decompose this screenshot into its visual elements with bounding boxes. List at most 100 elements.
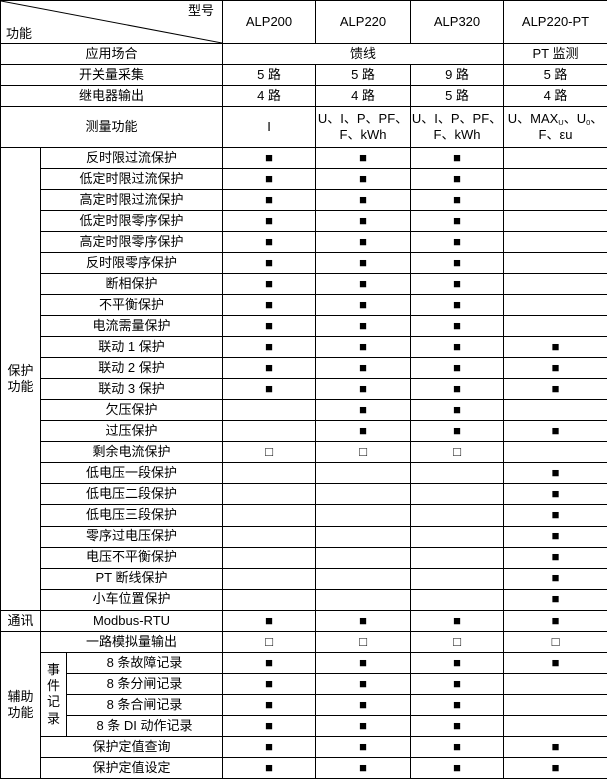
function-header-label: 功能: [6, 25, 33, 41]
feature-row: 电压不平衡保护 ■: [1, 546, 607, 569]
model-column-header-3: ALP320: [410, 0, 505, 44]
mark-cell-4: ■: [503, 420, 607, 443]
mark-cell-1: ■: [222, 693, 317, 716]
feature-row-label: 8 条合闸记录: [65, 693, 224, 716]
feature-row: 保护定值查询 ■ ■ ■ ■: [1, 735, 607, 758]
mark-cell-3: ■: [410, 756, 505, 779]
model-column-header-4: ALP220-PT: [503, 0, 607, 44]
mark-cell-1: [222, 588, 317, 611]
feature-row: 低定时限过流保护 ■ ■ ■: [1, 167, 607, 191]
spec-row: 应用场合 馈线 PT 监测: [0, 42, 607, 66]
spec-value-cell: 4 路: [315, 85, 412, 108]
mark-cell-2: ■: [315, 231, 412, 254]
mark-cell-4: [503, 294, 607, 317]
mark-cell-4: ■: [503, 483, 607, 506]
mark-cell-4: ■: [503, 378, 607, 401]
mark-cell-3: ■: [410, 357, 505, 380]
mark-cell-1: [222, 399, 317, 422]
mark-cell-3: □: [410, 630, 505, 653]
mark-cell-3: [410, 504, 505, 527]
corner-header-cell: 型号功能: [0, 0, 224, 44]
feature-row: 反时限零序保护 ■ ■ ■: [1, 252, 607, 275]
feature-row-label: 剩余电流保护: [39, 441, 224, 464]
feature-row-label: 低电压二段保护: [39, 483, 224, 506]
feature-row-label: 反时限过流保护: [39, 146, 224, 169]
mark-cell-4: ■: [503, 756, 607, 779]
mark-cell-2: ■: [315, 252, 412, 275]
mark-cell-1: ■: [222, 167, 317, 191]
mark-cell-1: ■: [222, 378, 317, 401]
feature-row: 断相保护 ■ ■ ■: [1, 273, 607, 296]
mark-cell-4: [503, 167, 607, 191]
mark-cell-2: [315, 504, 412, 527]
feature-row-label: 反时限零序保护: [39, 252, 224, 275]
group-label-line: 保护: [7, 362, 34, 378]
feature-row: 通讯 Modbus-RTU ■ ■ ■ ■: [0, 609, 607, 632]
mark-cell-1: ■: [222, 252, 317, 275]
sub-group-label-char: 件: [46, 678, 60, 693]
mark-cell-4: ■: [503, 357, 607, 380]
feature-row-label: PT 断线保护: [39, 567, 224, 590]
feature-row-label: 联动 2 保护: [39, 357, 224, 380]
mark-cell-2: [315, 588, 412, 611]
mark-cell-3: [410, 588, 505, 611]
mark-cell-4: [503, 146, 607, 169]
feature-row: 过压保护 ■ ■ ■: [1, 420, 607, 443]
mark-cell-1: ■: [222, 210, 317, 233]
feature-row-label: 电流需量保护: [39, 315, 224, 338]
sub-group-label-char: 事: [46, 661, 60, 677]
model-column-header-2: ALP220: [315, 0, 412, 44]
model-header-label: 型号: [188, 3, 215, 18]
group-label-3: 辅助 功能: [0, 630, 41, 779]
spec-value-cell: 馈线: [222, 42, 505, 66]
mark-cell-3: ■: [410, 735, 505, 758]
mark-cell-1: [222, 525, 317, 548]
mark-cell-2: ■: [315, 273, 412, 296]
mark-cell-2: ■: [315, 294, 412, 317]
feature-row-label: 小车位置保护: [39, 588, 224, 611]
group-label-2: 通讯: [0, 609, 41, 632]
mark-cell-1: ■: [222, 188, 317, 212]
feature-row: 辅助 功能 一路模拟量输出 □ □ □ □: [0, 630, 607, 779]
feature-row: 欠压保护 ■ ■: [1, 399, 607, 422]
sub-group-label-char: 记: [46, 694, 60, 710]
feature-row: 不平衡保护 ■ ■ ■: [1, 294, 607, 317]
mark-cell-2: ■: [315, 672, 412, 695]
mark-cell-2: ■: [315, 167, 412, 191]
feature-row: 小车位置保护 ■: [1, 588, 607, 611]
mark-cell-3: ■: [410, 210, 505, 233]
mark-cell-2: [315, 525, 412, 548]
mark-cell-4: ■: [503, 567, 607, 590]
mark-cell-4: ■: [503, 462, 607, 485]
measurement-cell-1: I: [222, 106, 317, 148]
mark-cell-3: ■: [410, 420, 505, 443]
mark-cell-1: ■: [222, 714, 317, 737]
feature-row-label: 低电压一段保护: [39, 462, 224, 485]
mark-cell-1: [222, 483, 317, 506]
mark-cell-2: [315, 462, 412, 485]
spec-value-cell: 9 路: [410, 64, 505, 87]
spec-row-label: 继电器输出: [0, 85, 224, 108]
mark-cell-1: [222, 567, 317, 590]
spec-row-label: 测量功能: [0, 106, 224, 148]
feature-row-label: 过压保护: [39, 420, 224, 443]
mark-cell-3: ■: [410, 336, 505, 359]
group-label-line: 辅助: [7, 688, 34, 704]
spec-row: 测量功能 I U、I、P、PF、F、kWh U、I、P、PF、F、kWh U、MAXU、…: [0, 106, 607, 148]
mark-cell-4: ■: [503, 651, 607, 674]
mark-cell-2: ■: [315, 609, 412, 632]
mark-cell-3: ■: [410, 714, 505, 737]
feature-row-label: Modbus-RTU: [39, 609, 224, 632]
mark-cell-4: [503, 231, 607, 254]
mark-cell-4: ■: [503, 504, 607, 527]
mark-cell-4: ■: [503, 525, 607, 548]
mark-cell-3: [410, 462, 505, 485]
spec-value-cell: 5 路: [222, 64, 317, 87]
mark-cell-2: ■: [315, 188, 412, 212]
mark-cell-3: ■: [410, 399, 505, 422]
feature-row-label: 8 条分闸记录: [65, 672, 224, 695]
mark-cell-1: □: [222, 630, 317, 653]
mark-cell-3: ■: [410, 315, 505, 338]
